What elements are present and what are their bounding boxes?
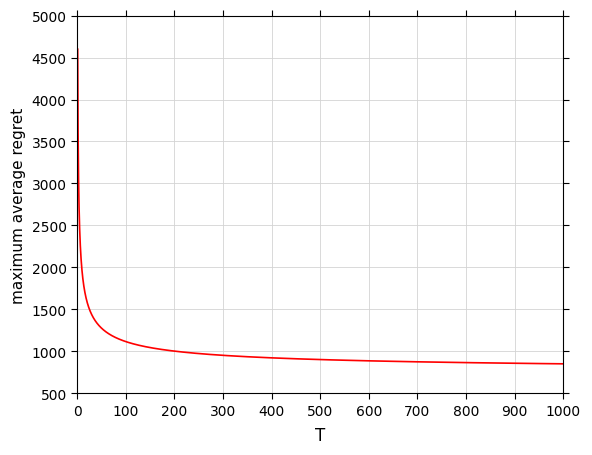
X-axis label: T: T [315, 426, 326, 444]
Y-axis label: maximum average regret: maximum average regret [11, 107, 26, 303]
